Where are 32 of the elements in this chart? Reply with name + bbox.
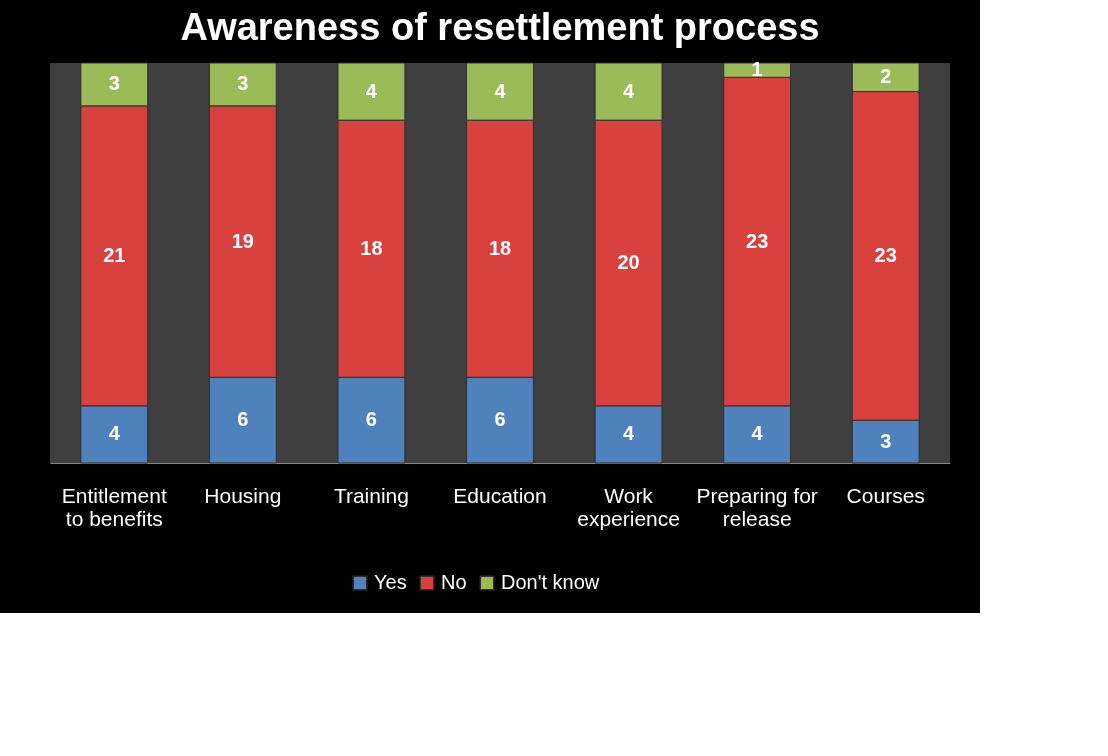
- data-label: 3: [108, 72, 120, 95]
- data-label: 4: [108, 422, 121, 445]
- data-label: 4: [494, 79, 507, 102]
- x-tick-label: Training: [333, 483, 409, 507]
- chart-title: Awareness of resettlement process: [180, 6, 820, 49]
- legend-label: No: [441, 571, 467, 593]
- x-tick-label: Education: [453, 483, 547, 507]
- data-label: 19: [231, 229, 254, 252]
- data-label: 3: [237, 72, 249, 95]
- x-tick-label: Courses: [846, 483, 925, 507]
- data-label: 23: [874, 243, 897, 266]
- data-label: 4: [751, 422, 764, 445]
- data-label: 18: [488, 236, 512, 259]
- data-label: 4: [365, 79, 378, 102]
- x-tick-label: Preparing for release: [696, 483, 818, 530]
- data-label: 4: [623, 422, 636, 445]
- x-tick-label: Housing: [204, 483, 282, 507]
- data-label: 18: [360, 236, 383, 259]
- data-label: 6: [237, 408, 249, 431]
- data-label: 21: [103, 243, 126, 266]
- data-label: 3: [880, 429, 892, 452]
- data-label: 23: [746, 229, 769, 252]
- x-tick-label: Work experience: [577, 483, 680, 530]
- data-label: 1: [751, 58, 763, 81]
- legend-label: Don't know: [501, 571, 600, 593]
- legend-label: Yes: [374, 571, 407, 593]
- data-label: 6: [494, 408, 506, 431]
- data-label: 20: [617, 251, 640, 273]
- data-label: 2: [880, 65, 892, 88]
- data-label: 6: [365, 408, 377, 431]
- x-tick-label: Entitlement to benefits: [61, 483, 167, 530]
- data-label: 4: [623, 79, 636, 102]
